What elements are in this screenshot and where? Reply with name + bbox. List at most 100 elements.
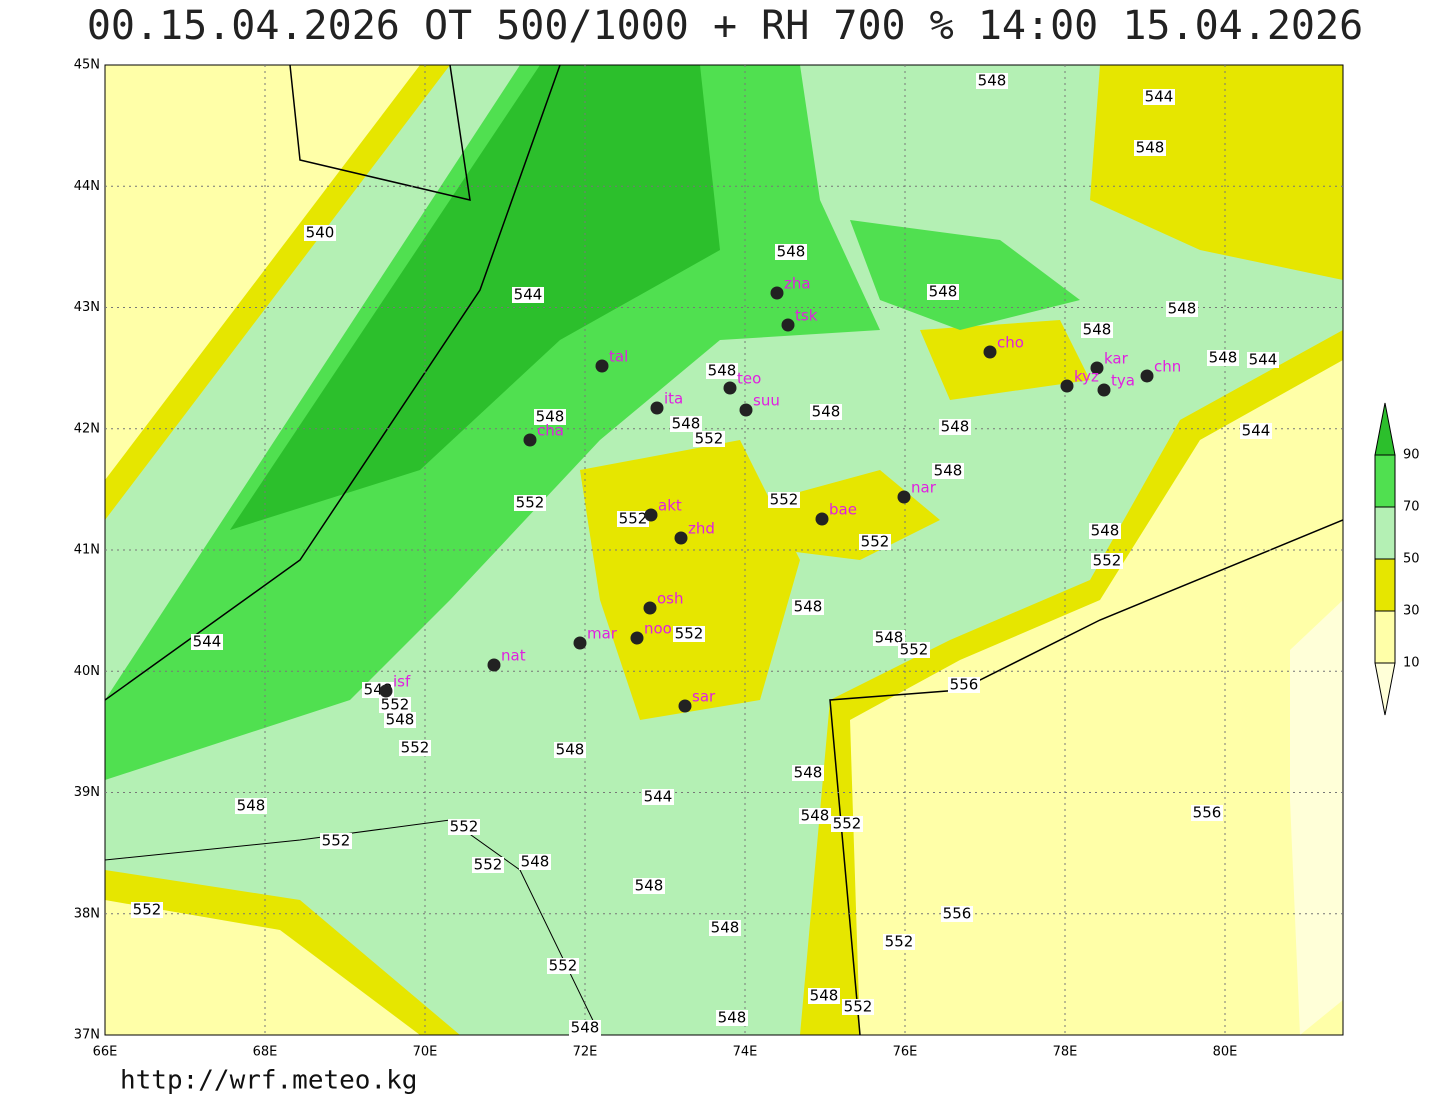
contour-label-bg [131,902,163,918]
contour-label-bg [617,511,649,527]
colorbar-box [1374,610,1396,664]
city-label: osh [657,590,684,608]
contour-label-bg [810,404,842,420]
contour-label: 548 [810,987,839,1005]
colorbar-box [1374,454,1396,508]
contour-label-bg [1207,350,1239,366]
contour-label: 544 [1145,88,1174,106]
contour-label-bg [191,634,223,650]
contour-label: 552 [474,856,503,874]
contour-label: 552 [619,510,648,528]
city-marker [674,531,688,545]
lat-label: 40N [74,664,100,679]
lat-label: 39N [74,785,100,800]
contour-label: 548 [237,797,266,815]
contour-label-bg [547,958,579,974]
contour-label: 548 [1209,349,1238,367]
lon-label: 76E [893,1045,918,1060]
contour-label: 552 [695,430,724,448]
contour-label: 544 [193,633,222,651]
city-label: suu [753,392,780,410]
colorbar-bottom [1374,662,1396,716]
contour-label: 548 [794,764,823,782]
contour-label: 556 [1193,804,1222,822]
contour-label-bg [569,1020,601,1036]
contour-label: 548 [794,598,823,616]
contour-label-bg [1240,423,1272,439]
contour-label: 556 [950,676,979,694]
colorbar-label: 70 [1403,500,1420,515]
colorbar-label: 30 [1403,604,1420,619]
city-marker [678,699,692,713]
lon-label: 80E [1213,1045,1238,1060]
city-label: chn [1154,358,1181,376]
contour-label-bg [932,463,964,479]
city-marker [815,512,829,526]
contour-label: 552 [381,696,410,714]
city-label: cha [537,422,564,440]
city-marker [487,658,501,672]
contour-label-bg [808,988,840,1004]
city-marker [650,401,664,415]
contour-label-bg [775,244,807,260]
contour-label: 548 [718,1009,747,1027]
contour-label-bg [1247,352,1279,368]
lat-label: 42N [74,421,100,436]
contour-label-bg [514,495,546,511]
contour-label-bg [792,599,824,615]
contour-label: 548 [1091,522,1120,540]
contour-label: 548 [711,919,740,937]
contour-label-bg [1081,322,1113,338]
contour-label-bg [1091,553,1123,569]
city-label: bae [829,501,857,519]
contour-label: 544 [1242,422,1271,440]
contour-label: 552 [675,625,704,643]
contour-label: 552 [1093,552,1122,570]
contour-label-bg [399,740,431,756]
contour-label-bg [883,934,915,950]
lon-label: 66E [93,1045,118,1060]
contour-label-bg [673,626,705,642]
lat-label: 41N [74,543,100,558]
city-marker [723,381,737,395]
city-marker [897,490,911,504]
contour-label: 548 [1168,300,1197,318]
contour-label-bg [1191,805,1223,821]
contour-label-bg [1089,523,1121,539]
contour-label-bg [512,287,544,303]
lat-label: 45N [74,58,100,73]
contour-label: 548 [978,72,1007,90]
contour-label-bg [939,419,971,435]
contour-label: 548 [708,362,737,380]
contour-label: 548 [672,415,701,433]
city-label: sar [692,688,716,706]
city-marker [770,286,784,300]
contour-label-bg [792,765,824,781]
colorbar-box [1374,506,1396,560]
city-marker [1097,383,1111,397]
city-label: tsk [795,307,818,325]
contour-label: 548 [812,403,841,421]
contour-label-bg [941,906,973,922]
contour-label-bg [799,808,831,824]
contour-label-bg [859,534,891,550]
contour-label-bg [842,999,874,1015]
contour-label-bg [1134,140,1166,156]
contour-label-bg [927,284,959,300]
contour-label: 552 [133,901,162,919]
lat-label: 37N [74,1028,100,1043]
contour-label: 548 [934,462,963,480]
city-marker [643,601,657,615]
contour-label-bg [670,416,702,432]
contour-label: 552 [322,832,351,850]
contour-label: 548 [929,283,958,301]
city-marker [781,318,795,332]
contour-label: 548 [1136,139,1165,157]
contour-label: 548 [521,853,550,871]
contour-label: 540 [306,224,335,242]
city-label: zhd [688,520,715,538]
city-label: akt [658,497,682,515]
contour-label: 552 [885,933,914,951]
contour-label: 548 [386,711,415,729]
